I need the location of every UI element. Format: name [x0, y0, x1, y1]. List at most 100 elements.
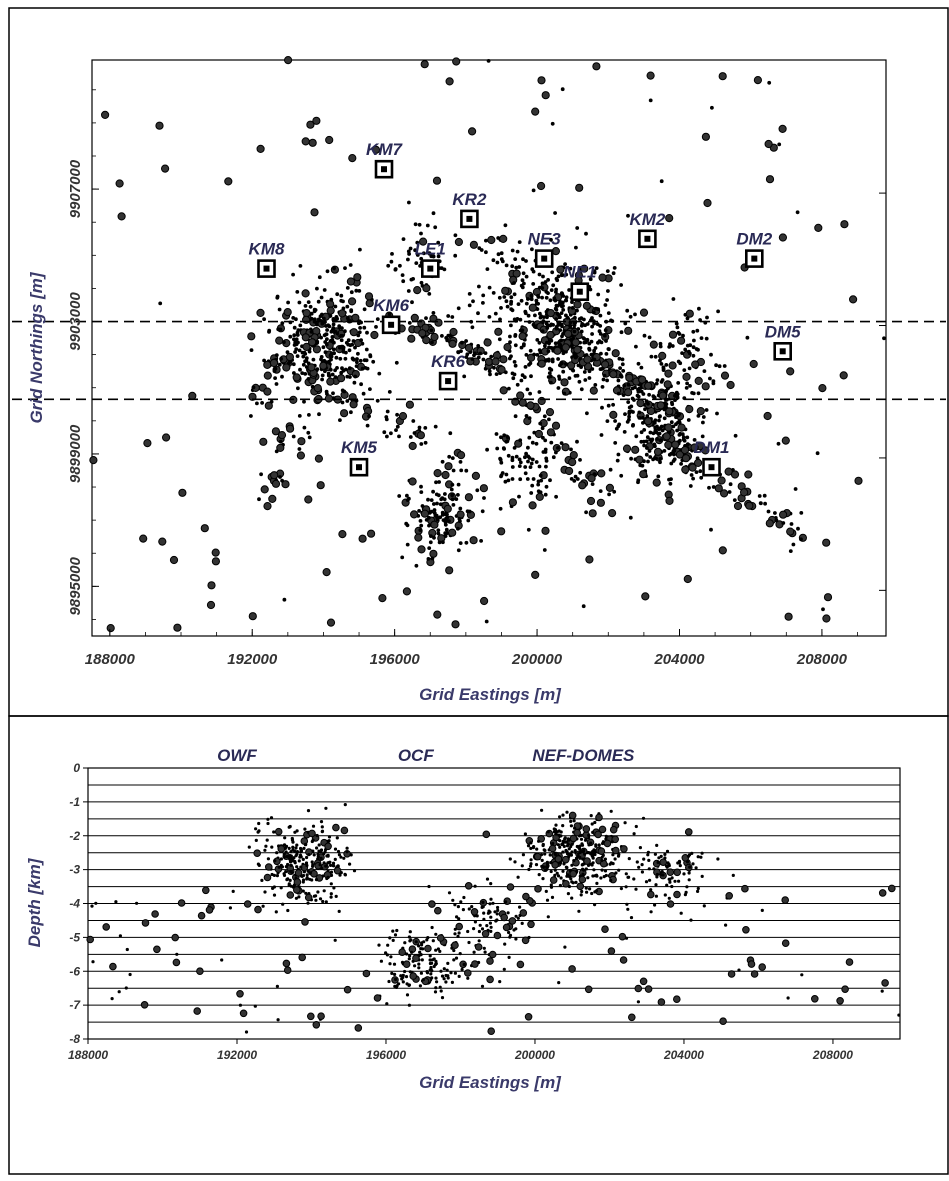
event-point [337, 374, 346, 383]
event-point [302, 342, 311, 351]
event-point [309, 311, 314, 316]
event-point [609, 410, 618, 419]
event-point [605, 378, 609, 383]
event-point [332, 266, 336, 271]
event-point [528, 391, 532, 396]
depth-event-point [667, 896, 671, 900]
event-point [340, 400, 345, 405]
event-point [497, 295, 502, 300]
event-point [297, 348, 302, 353]
depth-event-point [589, 852, 593, 856]
event-point [616, 391, 621, 396]
event-point [453, 233, 458, 238]
event-point [568, 266, 573, 271]
depth-event-point [345, 846, 349, 850]
depth-event-point [464, 969, 472, 977]
event-point [602, 373, 607, 378]
event-point [549, 338, 554, 343]
depth-event-point [600, 858, 604, 863]
event-point [418, 519, 423, 523]
event-point [688, 384, 692, 388]
depth-event-point [534, 863, 539, 867]
event-point [526, 459, 530, 464]
event-point [508, 498, 518, 507]
event-point [598, 273, 607, 282]
event-point [106, 624, 115, 633]
event-point [302, 399, 306, 404]
section-y-axis-title: Depth [km] [25, 857, 44, 947]
event-point [647, 335, 652, 340]
event-point [326, 377, 335, 386]
event-point [506, 453, 511, 458]
depth-event-point [118, 934, 122, 938]
depth-event-point [655, 875, 659, 879]
depth-event-point [299, 865, 303, 869]
depth-event-point [236, 990, 244, 998]
depth-event-point [428, 961, 432, 966]
event-point [469, 240, 478, 249]
depth-event-point [408, 939, 412, 943]
event-point [263, 387, 272, 396]
event-point [260, 401, 264, 405]
depth-event-point [559, 876, 563, 880]
event-point [709, 352, 713, 357]
event-point [628, 314, 633, 319]
event-point [646, 401, 650, 406]
depth-event-point [597, 843, 601, 847]
depth-event-point [430, 925, 434, 930]
event-point [554, 494, 558, 499]
event-point [553, 346, 562, 355]
event-point [654, 381, 659, 386]
event-point [426, 497, 430, 502]
depth-event-point [453, 932, 457, 936]
depth-event-point [587, 833, 591, 838]
event-point [621, 369, 626, 373]
event-point [702, 369, 707, 373]
event-point [611, 271, 616, 276]
event-point [645, 446, 649, 450]
event-point [545, 315, 549, 320]
event-point [297, 447, 302, 451]
event-point [408, 441, 417, 451]
event-point [224, 177, 233, 186]
event-point [655, 424, 659, 429]
depth-event-point [781, 896, 790, 904]
station-label: KR2 [452, 190, 487, 209]
depth-event-point [402, 960, 411, 969]
event-point [158, 537, 167, 546]
depth-event-point [580, 842, 584, 846]
depth-event-point [295, 843, 299, 847]
event-point [526, 454, 531, 459]
depth-event-point [524, 1013, 533, 1021]
event-point [668, 330, 678, 339]
depth-event-point [454, 956, 459, 960]
depth-event-point [470, 905, 474, 909]
depth-event-point [425, 938, 429, 942]
y-tick-label: 9899000 [67, 424, 84, 483]
depth-event-point [362, 969, 371, 978]
event-point [450, 456, 455, 460]
depth-event-point [314, 898, 318, 902]
event-point [629, 456, 633, 461]
depth-event-point [553, 868, 557, 872]
event-point [575, 183, 584, 192]
depth-event-point [352, 869, 357, 873]
event-point [669, 420, 674, 425]
event-point [815, 451, 820, 456]
event-point [443, 534, 448, 538]
station-marker-center [445, 378, 452, 385]
depth-event-point [332, 886, 336, 890]
event-point [313, 384, 322, 393]
event-point [419, 484, 423, 489]
event-point [436, 254, 441, 259]
depth-event-point [273, 859, 277, 863]
depth-event-point [569, 870, 578, 878]
depth-event-point [294, 869, 303, 877]
depth-event-point [269, 816, 274, 820]
event-point [428, 540, 433, 545]
event-point [478, 351, 483, 356]
depth-event-point [646, 850, 651, 854]
event-point [776, 441, 781, 446]
event-point [493, 311, 498, 316]
event-point [440, 459, 445, 464]
